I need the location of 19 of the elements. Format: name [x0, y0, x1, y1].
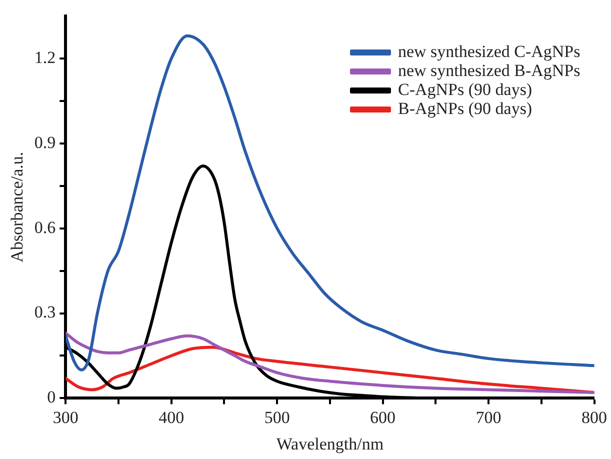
x-tick-label: 800 — [582, 408, 607, 427]
y-tick-label: 0.6 — [34, 218, 56, 237]
legend-label: new synthesized B-AgNPs — [398, 60, 580, 80]
x-tick-label: 400 — [158, 408, 184, 427]
legend-label: new synthesized C-AgNPs — [398, 42, 580, 61]
y-tick-label: 0.3 — [34, 302, 56, 322]
x-axis-title: Wavelength/nm — [276, 434, 384, 454]
y-axis-title: Absorbance/a.u. — [8, 152, 27, 262]
x-tick-label: 600 — [370, 408, 396, 427]
line-series — [66, 332, 594, 394]
x-tick-label: 300 — [52, 408, 78, 427]
x-tick-label: 700 — [476, 408, 502, 427]
y-tick-label: 0 — [47, 388, 56, 407]
x-tick-label: 500 — [264, 408, 290, 427]
legend-label: B-AgNPs (90 days) — [398, 98, 532, 118]
line-series — [66, 34, 594, 372]
y-tick-label: 0.9 — [34, 132, 56, 152]
y-tick-label: 1.2 — [34, 48, 56, 67]
legend-label: C-AgNPs (90 days) — [398, 80, 532, 99]
